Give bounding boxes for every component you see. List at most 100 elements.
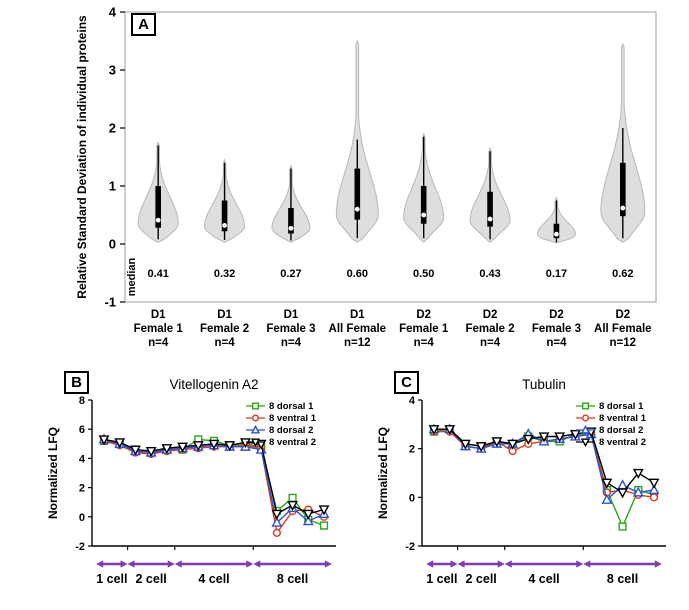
triangle-down-marker	[428, 425, 440, 436]
stage-label: 1 cell	[96, 572, 127, 586]
arrow-head-right-icon	[246, 560, 254, 568]
iqr-box	[487, 191, 493, 227]
triangle-up-marker	[632, 486, 644, 497]
triangle-down-marker	[287, 501, 298, 512]
median-dot	[554, 231, 559, 237]
iqr-box	[553, 223, 560, 239]
legend-label: 8 ventral 2	[269, 437, 316, 448]
median-value: 0.62	[612, 268, 633, 280]
triangle-down-marker	[250, 438, 261, 448]
arrow-head-right-icon	[654, 560, 662, 568]
stage-label: 1 cell	[426, 572, 457, 586]
legend-label: 8 dorsal 1	[599, 401, 644, 412]
legend-entry: 8 ventral 1	[246, 413, 317, 424]
legend-entry: 8 dorsal 2	[246, 424, 313, 436]
x-group-label: Female 3	[266, 323, 315, 335]
median-value: 0.32	[214, 268, 235, 280]
triangle-down-marker	[460, 439, 471, 450]
triangle-down-marker	[632, 468, 644, 479]
arrow-head-left-icon	[457, 560, 465, 568]
legend-entry: 8 ventral 1	[576, 413, 647, 424]
stage-label: 4 cell	[528, 572, 559, 586]
iqr-box	[354, 168, 361, 220]
triangle-down-marker	[475, 442, 487, 453]
legend-label: 8 dorsal 2	[599, 425, 643, 436]
median-value: 0.27	[280, 268, 301, 280]
x-group-label: n=4	[414, 337, 435, 349]
triangle-up-marker	[580, 424, 591, 434]
violin-group	[403, 132, 445, 243]
y-tick-label: -1	[104, 295, 116, 310]
stage-label: 8 cell	[607, 572, 638, 586]
median-dot	[354, 206, 360, 212]
violin-group	[600, 42, 646, 243]
y-tick-label: 3	[109, 63, 116, 78]
series-8-ventral-2	[428, 425, 660, 499]
series-8-ventral-2	[98, 435, 330, 520]
arrow-head-right-icon	[497, 560, 505, 568]
arrow-head-left-icon	[583, 560, 591, 568]
legend-entry: 8 ventral 2	[246, 437, 316, 448]
median-value: 0.50	[413, 268, 434, 280]
square-marker	[581, 402, 589, 410]
x-group-label: All Female	[594, 323, 652, 335]
median-value: 0.60	[347, 268, 368, 280]
legend-label: 8 dorsal 1	[269, 401, 314, 412]
x-group-label: D2	[483, 309, 498, 321]
median-dot	[155, 217, 161, 223]
median-value: 0.17	[546, 268, 567, 280]
triangle-up-marker	[601, 493, 613, 504]
x-group-label: Female 1	[134, 323, 184, 335]
median-dot	[487, 216, 493, 222]
y-tick-label: 0	[79, 512, 85, 524]
median-dot	[620, 205, 626, 211]
triangle-down-marker	[444, 425, 456, 436]
square-marker	[251, 402, 259, 410]
x-group-label: D1	[217, 309, 232, 321]
triangle-down-marker	[580, 438, 591, 448]
triangle-down-marker	[130, 445, 141, 456]
triangle-down-marker	[302, 509, 314, 520]
x-group-label: D2	[416, 309, 431, 321]
x-group-label: n=4	[214, 337, 235, 349]
chart-title: Vitellogenin A2	[169, 377, 258, 392]
arrow-head-left-icon	[426, 560, 434, 568]
triangle-down-marker	[192, 441, 204, 452]
triangle-down-marker	[240, 438, 251, 449]
legend-entry: 8 ventral 2	[576, 437, 646, 448]
median-dot	[421, 212, 427, 218]
triangle-down-marker	[522, 434, 534, 445]
x-group-label: D1	[284, 309, 299, 321]
iqr-box	[221, 200, 228, 232]
stage-label: 2 cell	[466, 572, 497, 586]
triangle-down-marker	[98, 435, 110, 446]
circle-marker	[649, 493, 659, 502]
arrow-head-left-icon	[127, 560, 135, 568]
median-dot	[288, 225, 294, 231]
arrow-head-right-icon	[576, 560, 584, 568]
x-group-label: n=4	[480, 337, 501, 349]
x-group-label: n=12	[344, 337, 371, 349]
line-plot-panel-b: -2 0 2 4 6 8 Vitellogenin A2 Normalized LFQ 8 do…	[46, 377, 336, 586]
plot-border	[124, 11, 657, 303]
arrow-head-left-icon	[174, 560, 182, 568]
arrow-head-left-icon	[253, 560, 261, 568]
triangle-up-marker	[617, 479, 628, 490]
triangle-down-marker	[271, 509, 283, 520]
stage-label: 8 cell	[277, 572, 308, 586]
y-tick-label: -2	[405, 541, 415, 553]
triangle-down-marker	[161, 444, 173, 455]
median-value: 0.43	[479, 268, 500, 280]
triangle-down-marker	[554, 432, 566, 443]
arrow-head-left-icon	[96, 560, 104, 568]
legend-entry: 8 dorsal 1	[246, 401, 314, 412]
arrow-head-right-icon	[120, 560, 128, 568]
triangle-down-marker	[177, 442, 188, 453]
triangle-down-marker	[318, 505, 330, 516]
triangle-down-marker	[538, 432, 550, 443]
iqr-box	[620, 162, 626, 217]
x-group-label: n=4	[148, 337, 169, 349]
violin-group	[271, 164, 311, 243]
legend-entry: 8 dorsal 1	[576, 401, 644, 412]
